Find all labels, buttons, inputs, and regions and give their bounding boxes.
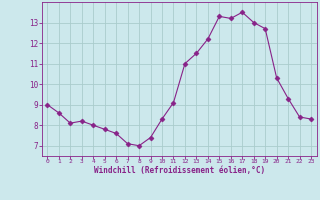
X-axis label: Windchill (Refroidissement éolien,°C): Windchill (Refroidissement éolien,°C) [94,166,265,175]
